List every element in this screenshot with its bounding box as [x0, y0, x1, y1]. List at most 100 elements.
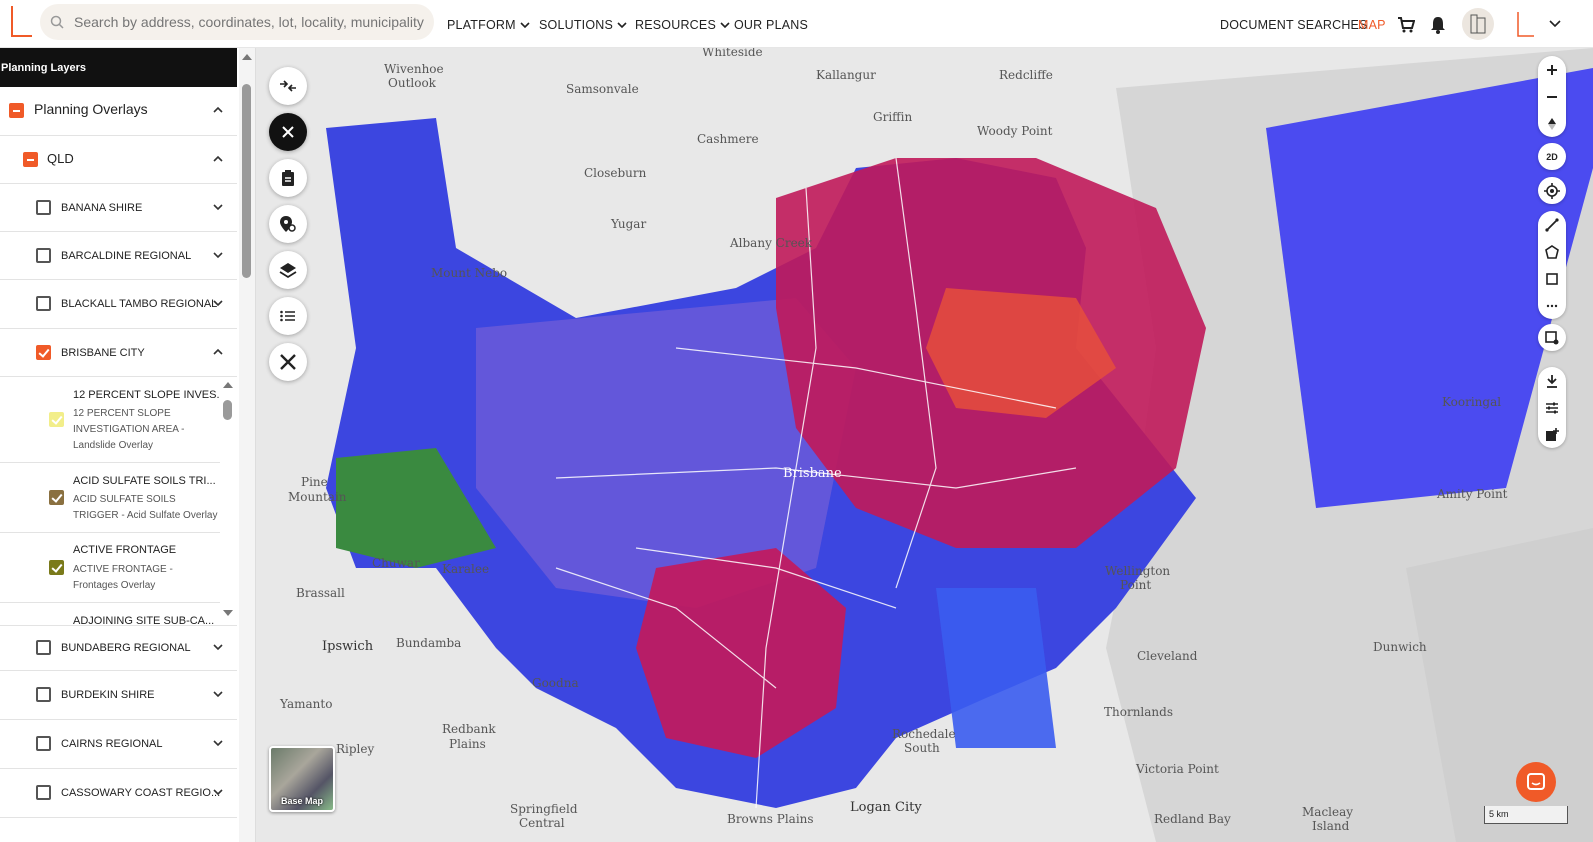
collapse-panel-button[interactable] — [269, 67, 307, 105]
draw-polygon-button[interactable] — [1538, 238, 1566, 265]
council-checkbox[interactable] — [36, 248, 51, 263]
logo-icon[interactable] — [4, 4, 34, 42]
layers-icon — [279, 263, 297, 279]
chevron-down-icon[interactable] — [1549, 19, 1561, 29]
sidebar-scroll-thumb[interactable] — [242, 84, 251, 278]
council-checkbox[interactable] — [36, 296, 51, 311]
select-area-button[interactable] — [1538, 324, 1566, 351]
select-area-icon — [1545, 330, 1559, 344]
qld-checkbox[interactable] — [23, 152, 38, 167]
locate-button[interactable] — [1538, 177, 1566, 204]
council-row[interactable]: BUNDABERG REGIONAL — [0, 625, 237, 671]
cart-icon[interactable] — [1397, 16, 1415, 34]
location-search-button[interactable] — [269, 205, 307, 243]
layers-button[interactable] — [269, 251, 307, 289]
chevron-down-icon — [520, 22, 530, 29]
chevron-down-icon[interactable] — [213, 298, 223, 308]
council-row[interactable]: BANANA SHIRE — [0, 184, 237, 232]
close-button[interactable] — [269, 113, 307, 151]
planning-overlays-row[interactable]: Planning Overlays — [0, 87, 237, 136]
council-row[interactable]: BURDEKIN SHIRE — [0, 671, 237, 720]
bell-icon[interactable] — [1430, 16, 1446, 34]
draw-rectangle-button[interactable] — [1538, 265, 1566, 292]
layers-sidebar: Planning Layers Planning Overlays QLD BA… — [0, 48, 256, 842]
view-2d-button[interactable]: 2D — [1538, 143, 1566, 170]
map-link[interactable]: MAP — [1358, 18, 1386, 32]
list-button[interactable] — [269, 297, 307, 335]
council-checkbox[interactable] — [36, 640, 51, 655]
layer-title: ACID SULFATE SOILS TRI... — [73, 475, 216, 487]
chevron-down-icon[interactable] — [213, 787, 223, 797]
council-checkbox[interactable] — [36, 736, 51, 751]
download-button[interactable] — [1538, 367, 1566, 394]
place-label: Woody Point — [977, 124, 1053, 138]
layer-item[interactable]: ACID SULFATE SOILS TRI... ACID SULFATE S… — [0, 463, 220, 533]
place-label: South — [904, 741, 940, 755]
compass-button[interactable] — [1538, 110, 1566, 137]
scroll-up-arrow-icon[interactable] — [222, 381, 234, 389]
brisbane-city-row[interactable]: BRISBANE CITY — [0, 329, 237, 377]
search-input[interactable] — [74, 14, 424, 30]
council-label: BURDEKIN SHIRE — [61, 689, 155, 701]
nav-platform[interactable]: PLATFORM — [447, 18, 530, 32]
scroll-down-arrow-icon[interactable] — [222, 609, 234, 617]
planning-overlays-checkbox[interactable] — [9, 103, 24, 118]
filters-button[interactable] — [1538, 394, 1566, 421]
place-label: Whiteside — [702, 48, 763, 59]
place-label: Amity Point — [1437, 487, 1508, 501]
more-tools-button[interactable] — [1538, 292, 1566, 319]
nav-solutions[interactable]: SOLUTIONS — [539, 18, 627, 32]
zoom-in-button[interactable] — [1538, 56, 1566, 83]
chevron-up-icon[interactable] — [213, 154, 223, 164]
layer-checkbox[interactable] — [49, 490, 64, 505]
basemap-toggle[interactable]: Base Map — [269, 746, 335, 812]
council-row[interactable]: CASSOWARY COAST REGIO... — [0, 769, 237, 818]
place-label: Outlook — [388, 76, 436, 90]
chevron-up-icon[interactable] — [213, 105, 223, 115]
tools-button[interactable] — [269, 343, 307, 381]
layer-item[interactable]: 12 PERCENT SLOPE INVES... 12 PERCENT SLO… — [0, 377, 220, 463]
chevron-down-icon[interactable] — [213, 689, 223, 699]
nav-our-plans[interactable]: OUR PLANS — [734, 18, 809, 32]
place-label: Browns Plains — [727, 812, 814, 826]
place-label: Mountain — [288, 490, 347, 504]
place-label: Wellington — [1105, 564, 1171, 578]
chevron-down-icon[interactable] — [213, 642, 223, 652]
clipboard-button[interactable] — [269, 159, 307, 197]
council-checkbox[interactable] — [36, 200, 51, 215]
add-image-button[interactable] — [1538, 421, 1566, 448]
draw-line-button[interactable] — [1538, 211, 1566, 238]
search-icon — [50, 15, 64, 29]
council-row[interactable]: BLACKALL TAMBO REGIONAL — [0, 280, 237, 329]
brisbane-city-checkbox[interactable] — [36, 345, 51, 360]
council-checkbox[interactable] — [36, 785, 51, 800]
locate-icon — [1544, 182, 1560, 199]
council-label: CAIRNS REGIONAL — [61, 738, 163, 750]
layer-item[interactable]: ADJOINING SITE SUB-CA... — [0, 603, 220, 627]
document-searches-link[interactable]: DOCUMENT SEARCHES — [1220, 18, 1368, 32]
council-checkbox[interactable] — [36, 687, 51, 702]
council-row[interactable]: BARCALDINE REGIONAL — [0, 232, 237, 280]
chevron-down-icon[interactable] — [213, 250, 223, 260]
chevron-up-icon[interactable] — [213, 347, 223, 357]
search-bar[interactable] — [40, 4, 434, 40]
nav-resources[interactable]: RESOURCES — [635, 18, 730, 32]
user-logo-icon[interactable] — [1512, 10, 1536, 40]
layer-desc: ACID SULFATE SOILS TRIGGER - Acid Sulfat… — [73, 494, 218, 521]
zoom-out-button[interactable] — [1538, 83, 1566, 110]
place-label: Thornlands — [1104, 705, 1173, 719]
inner-scroll-thumb[interactable] — [223, 400, 232, 420]
layer-checkbox[interactable] — [49, 560, 64, 575]
council-row[interactable]: CAIRNS REGIONAL — [0, 720, 237, 769]
layer-item[interactable]: ACTIVE FRONTAGE ACTIVE FRONTAGE - Fronta… — [0, 533, 220, 603]
workspace-icon[interactable] — [1462, 8, 1494, 40]
scroll-up-arrow-icon[interactable] — [241, 53, 253, 61]
chat-button[interactable] — [1516, 762, 1556, 802]
qld-row[interactable]: QLD — [0, 136, 237, 184]
place-label: Samsonvale — [566, 82, 639, 96]
map-canvas[interactable]: Whiteside Wivenhoe Outlook Kallangur Red… — [256, 48, 1593, 842]
chevron-down-icon[interactable] — [213, 202, 223, 212]
layer-checkbox[interactable] — [49, 412, 64, 427]
chevron-down-icon[interactable] — [213, 738, 223, 748]
top-bar: PLATFORM SOLUTIONS RESOURCES OUR PLANS D… — [0, 0, 1593, 48]
